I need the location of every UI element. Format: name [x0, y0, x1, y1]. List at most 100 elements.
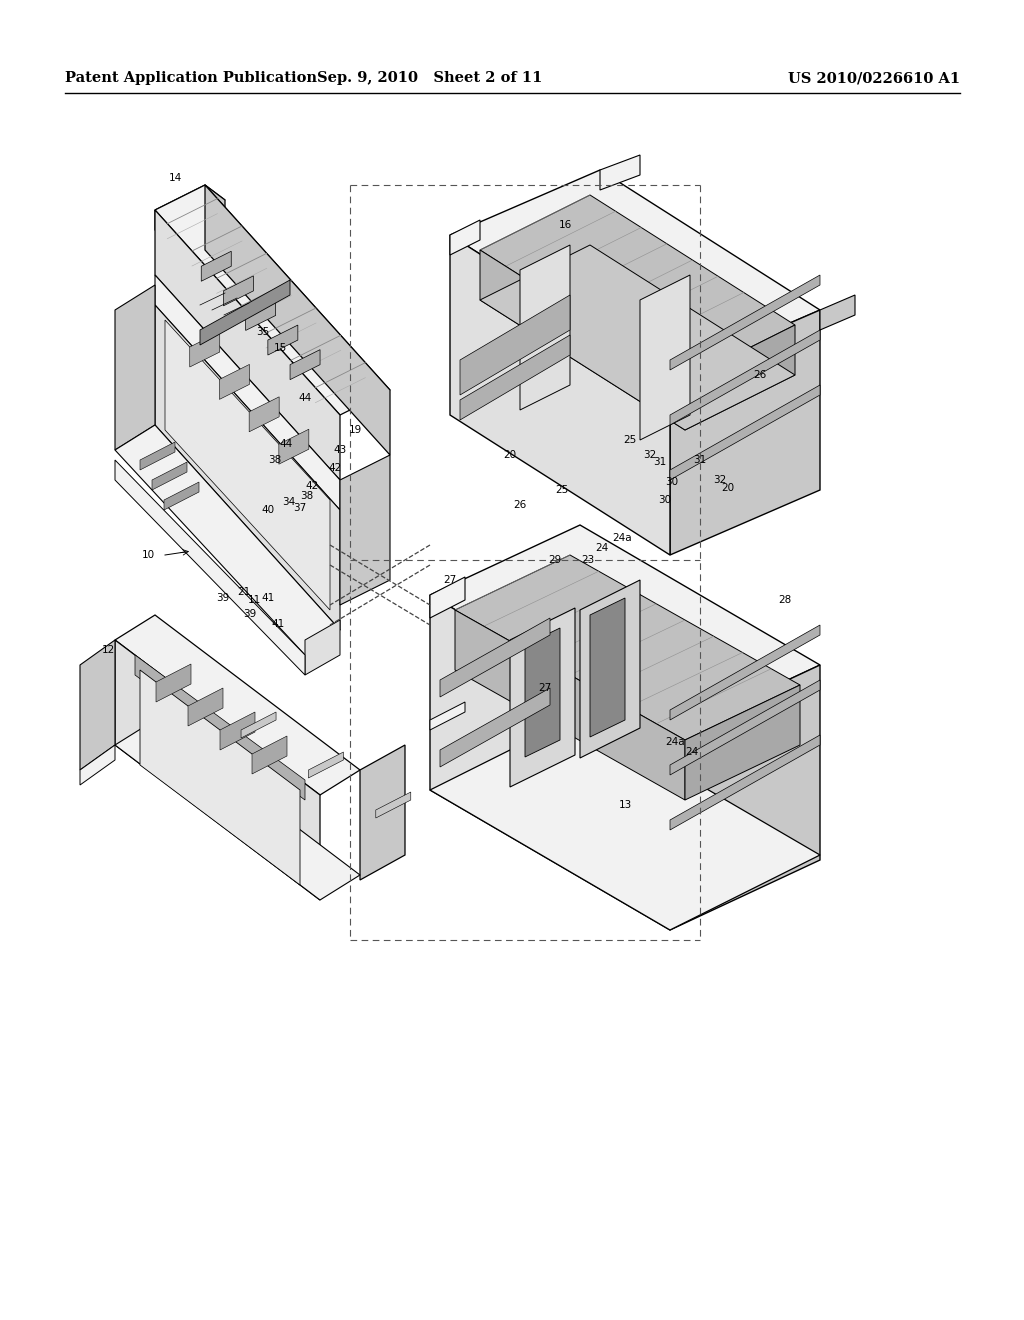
Text: 24a: 24a — [612, 533, 632, 543]
Text: Sep. 9, 2010   Sheet 2 of 11: Sep. 9, 2010 Sheet 2 of 11 — [317, 71, 543, 84]
Polygon shape — [220, 711, 255, 750]
Polygon shape — [80, 744, 115, 785]
Text: 32: 32 — [714, 475, 727, 484]
Polygon shape — [460, 335, 570, 420]
Polygon shape — [155, 185, 225, 224]
Text: 31: 31 — [693, 455, 707, 465]
Text: 42: 42 — [305, 480, 318, 491]
Polygon shape — [165, 319, 330, 610]
Polygon shape — [156, 664, 191, 702]
Polygon shape — [520, 246, 570, 411]
Text: 44: 44 — [280, 440, 293, 449]
Text: 24a: 24a — [666, 737, 685, 747]
Text: 43: 43 — [334, 445, 347, 455]
Polygon shape — [200, 280, 290, 345]
Polygon shape — [480, 249, 685, 430]
Polygon shape — [455, 554, 800, 741]
Polygon shape — [430, 525, 820, 735]
Polygon shape — [249, 397, 280, 432]
Text: 34: 34 — [283, 498, 296, 507]
Polygon shape — [440, 688, 550, 767]
Text: 25: 25 — [555, 484, 568, 495]
Polygon shape — [155, 210, 340, 480]
Polygon shape — [202, 251, 231, 281]
Text: 38: 38 — [268, 455, 282, 465]
Polygon shape — [510, 609, 575, 787]
Polygon shape — [640, 275, 690, 440]
Polygon shape — [115, 425, 340, 655]
Polygon shape — [115, 615, 360, 795]
Polygon shape — [670, 385, 820, 480]
Text: 20: 20 — [722, 483, 734, 492]
Polygon shape — [80, 640, 115, 770]
Polygon shape — [600, 154, 640, 190]
Polygon shape — [340, 455, 390, 605]
Text: 26: 26 — [513, 500, 526, 510]
Text: 27: 27 — [539, 682, 552, 693]
Polygon shape — [430, 715, 820, 931]
Text: 37: 37 — [293, 503, 306, 513]
Text: 12: 12 — [101, 645, 115, 655]
Text: 19: 19 — [348, 425, 361, 436]
Polygon shape — [205, 185, 225, 220]
Polygon shape — [290, 350, 321, 380]
Text: 25: 25 — [624, 436, 637, 445]
Text: 24: 24 — [685, 747, 698, 756]
Polygon shape — [670, 275, 820, 370]
Polygon shape — [480, 195, 795, 380]
Text: 20: 20 — [504, 450, 516, 459]
Text: 11: 11 — [248, 595, 261, 605]
Text: 42: 42 — [329, 463, 342, 473]
Text: 30: 30 — [666, 477, 679, 487]
Polygon shape — [430, 577, 465, 618]
Polygon shape — [670, 310, 820, 554]
Polygon shape — [246, 301, 275, 330]
Polygon shape — [223, 276, 254, 306]
Polygon shape — [189, 333, 220, 367]
Polygon shape — [140, 442, 175, 470]
Text: 14: 14 — [168, 173, 181, 183]
Text: 24: 24 — [595, 543, 608, 553]
Polygon shape — [115, 459, 305, 675]
Polygon shape — [430, 595, 670, 931]
Polygon shape — [580, 579, 640, 758]
Polygon shape — [525, 628, 560, 756]
Text: 29: 29 — [549, 554, 561, 565]
Polygon shape — [155, 305, 340, 630]
Text: 28: 28 — [778, 595, 792, 605]
Text: 21: 21 — [238, 587, 251, 597]
Text: Patent Application Publication: Patent Application Publication — [65, 71, 317, 84]
Text: 23: 23 — [582, 554, 595, 565]
Text: 41: 41 — [271, 619, 285, 630]
Polygon shape — [252, 737, 287, 774]
Polygon shape — [670, 735, 820, 830]
Text: 13: 13 — [618, 800, 632, 810]
Polygon shape — [305, 620, 340, 675]
Polygon shape — [155, 185, 390, 414]
Text: 39: 39 — [244, 609, 257, 619]
Polygon shape — [140, 671, 300, 884]
Polygon shape — [279, 429, 309, 465]
Polygon shape — [164, 482, 199, 510]
Polygon shape — [155, 210, 175, 246]
Polygon shape — [480, 246, 795, 430]
Polygon shape — [155, 275, 340, 510]
Polygon shape — [450, 235, 670, 554]
Text: 39: 39 — [216, 593, 229, 603]
Text: US 2010/0226610 A1: US 2010/0226610 A1 — [787, 71, 961, 84]
Polygon shape — [188, 688, 223, 726]
Polygon shape — [670, 665, 820, 931]
Polygon shape — [820, 294, 855, 330]
Polygon shape — [450, 170, 820, 375]
Polygon shape — [115, 285, 155, 450]
Text: 44: 44 — [298, 393, 311, 403]
Text: 32: 32 — [643, 450, 656, 459]
Polygon shape — [460, 294, 570, 395]
Polygon shape — [360, 744, 406, 880]
Polygon shape — [430, 702, 465, 730]
Polygon shape — [685, 325, 795, 430]
Text: 41: 41 — [261, 593, 274, 603]
Text: 16: 16 — [558, 220, 571, 230]
Polygon shape — [115, 640, 319, 900]
Text: 15: 15 — [273, 343, 287, 352]
